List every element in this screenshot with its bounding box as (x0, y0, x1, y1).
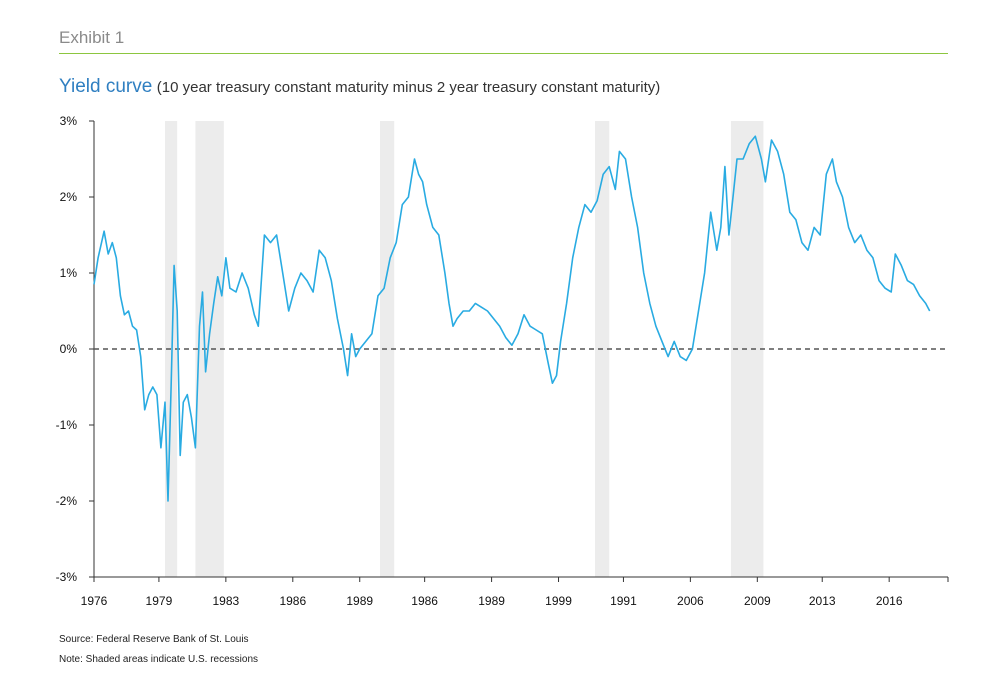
exhibit-label: Exhibit 1 (59, 28, 125, 47)
x-tick-label: 1999 (545, 594, 572, 608)
x-tick-label: 1986 (411, 594, 438, 608)
y-tick-label: 2% (60, 190, 78, 204)
chart-subtitle: (10 year treasury constant maturity minu… (156, 79, 661, 96)
chart-title: Yield curve (59, 76, 153, 97)
y-tick-label: 1% (60, 266, 78, 280)
x-tick-label: 1989 (478, 594, 505, 608)
x-tick-label: 2016 (876, 594, 903, 608)
x-tick-label: 1991 (610, 594, 637, 608)
y-tick-label: -3% (56, 570, 78, 584)
source-note: Source: Federal Reserve Bank of St. Loui… (59, 634, 249, 645)
x-tick-label: 1979 (146, 594, 173, 608)
x-tick-label: 1989 (346, 594, 373, 608)
y-tick-label: 3% (60, 114, 78, 128)
y-axis-ticks: 3% 2% 1% 0% -1% -2% -3% (56, 114, 94, 584)
y-tick-label: 0% (60, 342, 78, 356)
header-rule (59, 53, 948, 54)
recession-band (164, 121, 178, 577)
recession-band (380, 121, 395, 577)
x-tick-label: 1976 (81, 594, 108, 608)
y-tick-label: -1% (56, 418, 78, 432)
x-tick-label: 1983 (213, 594, 240, 608)
chart-title-block: Yield curve (10 year treasury constant m… (59, 76, 660, 98)
yield-curve-series-line (93, 135, 931, 502)
x-tick-label: 2006 (677, 594, 704, 608)
recession-note: Note: Shaded areas indicate U.S. recessi… (59, 654, 258, 665)
x-axis-ticks: 1976 1979 1983 1986 1989 1986 1989 1999 1991 2006… (81, 577, 949, 608)
y-tick-label: -2% (56, 494, 78, 508)
x-tick-label: 1986 (279, 594, 306, 608)
recession-band (195, 121, 224, 577)
x-tick-label: 2009 (744, 594, 771, 608)
x-tick-label: 2013 (809, 594, 836, 608)
